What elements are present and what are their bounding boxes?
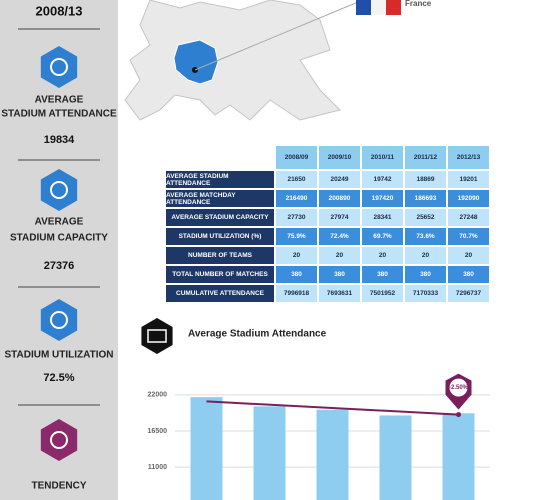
france-shape bbox=[173, 39, 219, 85]
table-cell: 20 bbox=[275, 246, 318, 265]
table-cell: 75.9% bbox=[275, 227, 318, 246]
bar bbox=[379, 415, 412, 500]
table-cell: CUMULATIVE ATTENDANCE bbox=[165, 284, 275, 303]
y-tick-label: 22000 bbox=[148, 392, 168, 399]
table-cell: 19201 bbox=[447, 170, 490, 189]
chart-title: Average Stadium Attendance bbox=[188, 329, 327, 340]
y-tick-label: 16500 bbox=[148, 428, 168, 435]
table-cell: AVERAGE STADIUM ATTENDANCE bbox=[165, 170, 275, 189]
chart-icon-glyph bbox=[147, 329, 167, 343]
table-cell: 70.7% bbox=[447, 227, 490, 246]
table-cell: 186693 bbox=[404, 189, 447, 208]
table-cell: 20 bbox=[404, 246, 447, 265]
table-cell: AVERAGE STADIUM CAPACITY bbox=[165, 208, 275, 227]
trend-end bbox=[456, 412, 461, 418]
pointer-line bbox=[194, 1, 359, 71]
stat-icon-glyph bbox=[50, 181, 68, 199]
table-cell: 2012/13 bbox=[447, 145, 490, 170]
table-cell: 20 bbox=[447, 246, 490, 265]
table-cell: 7170333 bbox=[404, 284, 447, 303]
table-cell: 7693631 bbox=[318, 284, 361, 303]
flag-white bbox=[371, 0, 386, 15]
table-cell: 69.7% bbox=[361, 227, 404, 246]
table-cell: 380 bbox=[275, 265, 318, 284]
bar bbox=[253, 406, 286, 500]
table-cell: 2010/11 bbox=[361, 145, 404, 170]
table-cell: 380 bbox=[361, 265, 404, 284]
stat-label: STADIUM UTILIZATION bbox=[4, 350, 113, 361]
table-cell: 2009/10 bbox=[318, 145, 361, 170]
table-cell: 380 bbox=[404, 265, 447, 284]
table-cell: 25652 bbox=[404, 208, 447, 227]
stat-icon-glyph bbox=[50, 431, 68, 449]
stat-icon bbox=[40, 419, 78, 461]
table-cell: NUMBER OF TEAMS bbox=[165, 246, 275, 265]
stat-label: TENDENCY bbox=[31, 481, 86, 492]
table-cell: 20 bbox=[318, 246, 361, 265]
chart-icon bbox=[141, 318, 173, 354]
map: France bbox=[124, 0, 432, 121]
stat-value: 19834 bbox=[44, 134, 75, 146]
table-cell: 27248 bbox=[447, 208, 490, 227]
table-cell: 7501952 bbox=[361, 284, 404, 303]
table-cell: 20 bbox=[361, 246, 404, 265]
table-cell: 20249 bbox=[318, 170, 361, 189]
stat-label: STADIUM CAPACITY bbox=[10, 233, 108, 244]
table-cell: STADIUM UTILIZATION (%) bbox=[165, 227, 275, 246]
bar bbox=[442, 413, 475, 500]
trend-line bbox=[206, 400, 459, 416]
table-cell: 380 bbox=[318, 265, 361, 284]
table-cell: 2008/09 bbox=[275, 145, 318, 170]
table-cell: 380 bbox=[447, 265, 490, 284]
y-tick-label: 11000 bbox=[148, 464, 167, 471]
stat-label: AVERAGE bbox=[35, 217, 84, 228]
annotation: -2.50% bbox=[449, 385, 469, 391]
europe-land bbox=[124, 0, 341, 121]
stat-icon bbox=[40, 299, 78, 341]
stat-icon bbox=[40, 169, 78, 211]
bar bbox=[190, 397, 223, 500]
bar bbox=[316, 409, 349, 500]
table-cell: AVERAGE MATCHDAY ATTENDANCE bbox=[165, 189, 275, 208]
flag-red bbox=[386, 0, 401, 15]
table-cell: 7996918 bbox=[275, 284, 318, 303]
stat-label: STADIUM ATTENDANCE bbox=[1, 109, 117, 120]
table-cell: 27730 bbox=[275, 208, 318, 227]
stat-icon-glyph bbox=[50, 58, 68, 76]
table-cell: 18869 bbox=[404, 170, 447, 189]
country-name: France bbox=[405, 0, 432, 8]
table-cell: 192090 bbox=[447, 189, 490, 208]
period: 2008/13 bbox=[36, 3, 83, 18]
table-cell: 197420 bbox=[361, 189, 404, 208]
table-cell: TOTAL NUMBER OF MATCHES bbox=[165, 265, 275, 284]
flag-blue bbox=[356, 0, 371, 15]
table-cell: 21650 bbox=[275, 170, 318, 189]
table-cell: 72.4% bbox=[318, 227, 361, 246]
table-cell: 73.6% bbox=[404, 227, 447, 246]
stat-value: 27376 bbox=[44, 260, 75, 272]
table-cell: 216490 bbox=[275, 189, 318, 208]
table-cell: 200890 bbox=[318, 189, 361, 208]
stat-value: 72.5% bbox=[43, 372, 74, 384]
table-cell: 28341 bbox=[361, 208, 404, 227]
table-cell: 19742 bbox=[361, 170, 404, 189]
table-cell: 27974 bbox=[318, 208, 361, 227]
table-cell: 7296737 bbox=[447, 284, 490, 303]
annotation-bg bbox=[449, 378, 468, 397]
table-cell: 2011/12 bbox=[404, 145, 447, 170]
stat-label: AVERAGE bbox=[35, 95, 84, 106]
stat-icon bbox=[40, 46, 78, 88]
stat-icon-glyph bbox=[50, 311, 68, 329]
